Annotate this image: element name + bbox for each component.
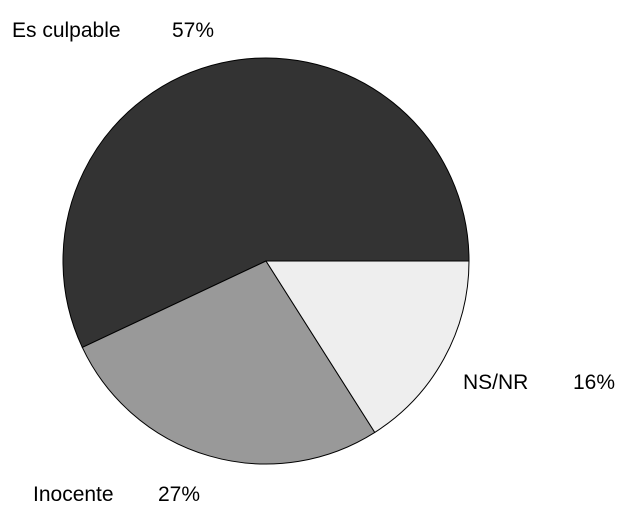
slice-ns-nr (265, 260, 470, 433)
pie-labels: Es culpable 57% Inocente 27% NS/NR 16% (12, 19, 615, 505)
label-inocente-value: 27% (158, 483, 200, 505)
slice-inocente (81, 260, 376, 465)
label-ns-nr-name: NS/NR (463, 371, 528, 394)
label-inocente: Inocente 27% (33, 483, 200, 505)
slice-es-culpable (62, 57, 470, 348)
label-ns-nr-value: 16% (573, 371, 615, 394)
label-es-culpable-value: 57% (172, 19, 214, 42)
pie-slices (62, 57, 470, 465)
label-inocente-name: Inocente (33, 483, 114, 505)
label-es-culpable: Es culpable 57% (12, 19, 214, 42)
label-es-culpable-name: Es culpable (12, 19, 121, 42)
label-ns-nr: NS/NR 16% (463, 371, 615, 394)
